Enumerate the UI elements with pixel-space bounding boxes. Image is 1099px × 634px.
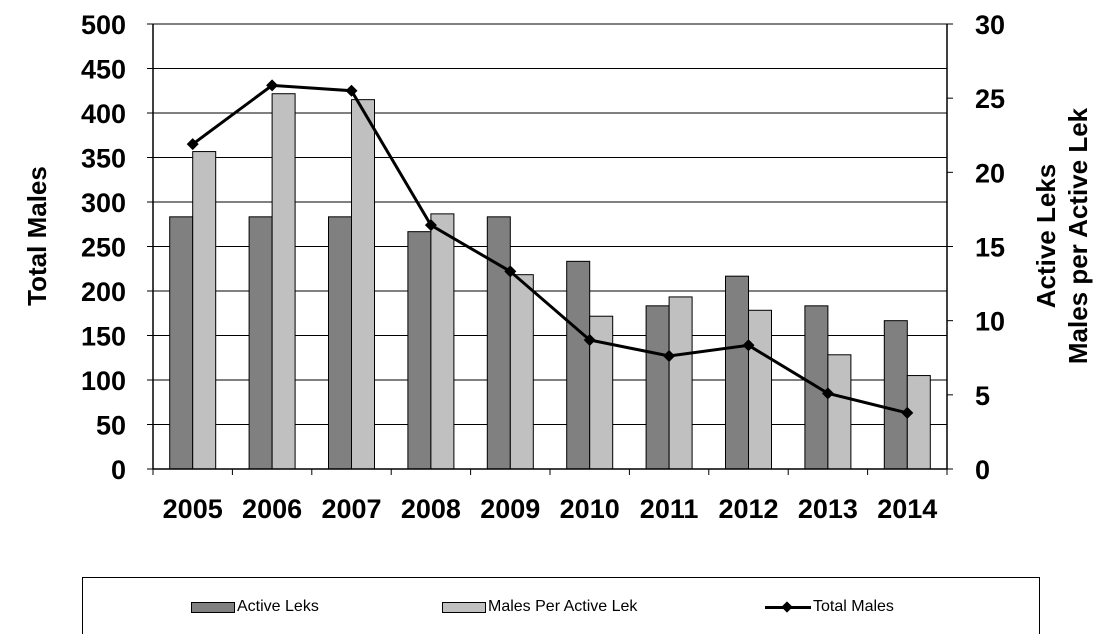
y-axis-title-right-1: Active Leks: [1031, 164, 1061, 309]
left-tick-label-450: 450: [81, 55, 126, 85]
right-tick-label-25: 25: [975, 84, 1005, 114]
y-axis-title-right-2: Males per Active Lek: [1063, 107, 1093, 364]
left-tick-label-50: 50: [96, 411, 126, 441]
bar-males-per-active-lek-2005: [192, 151, 217, 470]
bar-active-leks-2014: [883, 320, 908, 470]
total-males-marker-2012: [742, 339, 755, 352]
active-leks-swatch: [191, 601, 235, 613]
total-males-marker-2014: [901, 406, 914, 419]
total-males-marker-2006: [266, 79, 279, 92]
total-males-marker-2013: [821, 387, 834, 400]
males-per-lek-swatch: [442, 601, 486, 613]
bar-active-leks-2008: [407, 231, 432, 470]
left-tick-label-250: 250: [81, 233, 126, 263]
left-tick-label-400: 400: [81, 99, 126, 129]
x-tick-label-2013: 2013: [798, 494, 858, 524]
legend: Active Leks Males Per Active Lek Total M…: [82, 577, 1040, 634]
bar-active-leks-2012: [725, 275, 749, 470]
bars: [169, 93, 931, 470]
x-tick-label-2010: 2010: [560, 494, 620, 524]
legend-item-total-males: Total Males: [765, 598, 894, 616]
left-tick-label-0: 0: [111, 455, 126, 485]
total-males-marker-2007: [345, 84, 358, 97]
left-axis-ticks: 0 50 100 150 200 250 300 350 400 450 500: [81, 10, 126, 485]
left-tick-label-350: 350: [81, 144, 126, 174]
bar-active-leks-2007: [328, 216, 352, 470]
bar-males-per-active-lek-2013: [827, 354, 852, 470]
bar-males-per-active-lek-2012: [748, 309, 772, 470]
total-males-swatch: [765, 602, 811, 613]
bar-active-leks-2005: [169, 216, 194, 470]
bar-males-per-active-lek-2011: [668, 296, 693, 470]
right-axis-ticks: 0 5 10 15 20 25 30: [975, 10, 1005, 485]
right-tick-label-20: 20: [975, 158, 1005, 188]
x-tick-label-2005: 2005: [163, 494, 223, 524]
x-tick-label-2014: 2014: [877, 494, 937, 524]
bar-active-leks-2006: [248, 216, 273, 470]
total-males-marker-2008: [424, 219, 437, 232]
x-tick-label-2012: 2012: [718, 494, 778, 524]
right-tick-label-15: 15: [975, 233, 1005, 263]
total-males-marker-2011: [663, 349, 676, 362]
legend-item-males-per-lek: Males Per Active Lek: [442, 598, 637, 616]
axes: [147, 23, 953, 475]
x-tick-label-2007: 2007: [321, 494, 381, 524]
right-tick-label-10: 10: [975, 307, 1005, 337]
total-males-marker-2005: [186, 138, 199, 151]
legend-label-males-per-lek: Males Per Active Lek: [488, 598, 638, 615]
total-males-polyline: [191, 83, 908, 415]
x-axis-ticks: 2005 2006 2007 2008 2009 2010 2011 2012 2013 2014: [163, 494, 938, 524]
bar-males-per-active-lek-2007: [351, 99, 375, 470]
bar-males-per-active-lek-2014: [906, 375, 931, 470]
x-tick-label-2009: 2009: [480, 494, 540, 524]
bar-active-leks-2011: [645, 305, 670, 470]
bar-active-leks-2010: [566, 260, 591, 470]
total-males-marker-2009: [504, 265, 517, 278]
left-tick-label-200: 200: [81, 277, 126, 307]
right-tick-label-30: 30: [975, 10, 1005, 40]
left-tick-label-300: 300: [81, 188, 126, 218]
legend-label-active-leks: Active Leks: [237, 598, 319, 615]
bar-males-per-active-lek-2006: [271, 93, 296, 470]
bar-males-per-active-lek-2009: [509, 274, 534, 470]
left-tick-label-100: 100: [81, 366, 126, 396]
legend-item-active-leks: Active Leks: [191, 598, 319, 616]
legend-label-total-males: Total Males: [813, 598, 894, 615]
x-tick-label-2006: 2006: [242, 494, 302, 524]
left-tick-label-500: 500: [81, 10, 126, 40]
x-tick-label-2008: 2008: [401, 494, 461, 524]
right-tick-label-0: 0: [975, 455, 990, 485]
x-tick-label-2011: 2011: [640, 494, 699, 524]
total-males-marker-2010: [583, 333, 596, 346]
left-tick-label-150: 150: [81, 322, 126, 352]
bar-active-leks-2009: [486, 216, 511, 470]
bar-males-per-active-lek-2008: [430, 213, 455, 470]
right-tick-label-5: 5: [975, 381, 990, 411]
y-axis-title-left: Total Males: [22, 166, 52, 306]
total-males-line: [186, 79, 914, 419]
